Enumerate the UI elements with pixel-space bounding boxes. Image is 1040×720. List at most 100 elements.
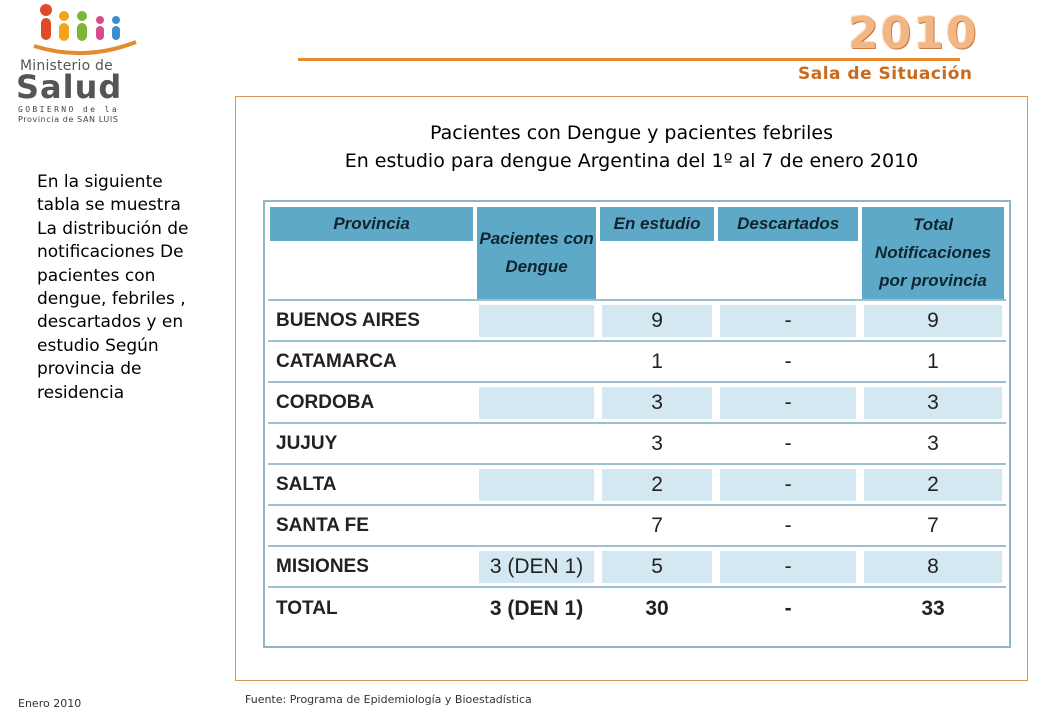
cell-value: 7 xyxy=(927,513,939,537)
table-row: SANTA FE 7 - 7 xyxy=(268,504,1006,545)
value-cell: 30 xyxy=(597,586,717,630)
footer-date: Enero 2010 xyxy=(18,697,82,710)
province-cell: SALTA xyxy=(268,463,476,504)
value-cell: - xyxy=(716,504,861,545)
value-cell: 7 xyxy=(860,504,1006,545)
cell-value: 3 (DEN 1) xyxy=(479,550,594,583)
cell-value: - xyxy=(720,386,857,419)
cell-value xyxy=(479,468,594,501)
cell-value: 3 xyxy=(651,431,663,455)
cell-value: 9 xyxy=(601,304,713,337)
cell-value: 8 xyxy=(864,550,1002,583)
ministerio-logo: Ministerio de Salud GOBIERNO de la Provi… xyxy=(8,2,158,124)
cell-value xyxy=(479,346,594,378)
value-cell: 3 xyxy=(597,381,717,422)
value-cell: 7 xyxy=(597,504,717,545)
cell-value: 1 xyxy=(651,349,663,373)
value-cell: 3 xyxy=(860,381,1006,422)
province-cell: MISIONES xyxy=(268,545,476,586)
people-emblem-icon xyxy=(33,4,137,56)
footer-source: Fuente: Programa de Epidemiología y Bioe… xyxy=(245,693,532,706)
value-cell: 33 xyxy=(860,586,1006,630)
table-row: SALTA 2-2 xyxy=(268,463,1006,504)
header-descartados: Descartados xyxy=(716,205,860,299)
table-row: MISIONES 3 (DEN 1) 5-8 xyxy=(268,545,1006,586)
cell-value: 30 xyxy=(645,597,669,620)
cell-value: - xyxy=(784,431,792,455)
table-row: CATAMARCA 1 - 1 xyxy=(268,340,1006,381)
header-total: Total Notificaciones por provincia xyxy=(860,205,1006,299)
value-cell xyxy=(475,463,598,504)
value-cell: 9 xyxy=(597,299,717,340)
title-line-1: Pacientes con Dengue y pacientes febrile… xyxy=(429,122,834,144)
value-cell: - xyxy=(716,299,861,340)
cell-value xyxy=(479,510,594,542)
value-cell: 3 (DEN 1) xyxy=(475,545,598,586)
value-cell: 3 xyxy=(597,422,717,463)
value-cell: - xyxy=(716,463,861,504)
header-pacientes-dengue: Pacientes con Dengue xyxy=(475,205,598,299)
value-cell xyxy=(475,381,598,422)
value-cell: 1 xyxy=(597,340,717,381)
header-en-estudio: En estudio xyxy=(598,205,716,299)
province-cell: CATAMARCA xyxy=(268,340,476,381)
table-row: BUENOS AIRES 9-9 xyxy=(268,299,1006,340)
cell-value: 5 xyxy=(601,550,713,583)
sala-de-situacion-label: Sala de Situación xyxy=(798,64,973,84)
title-line-2: En estudio para dengue Argentina del 1º … xyxy=(344,150,919,172)
dengue-table: Provincia Pacientes con Dengue En estudi… xyxy=(268,205,1006,630)
cell-value: - xyxy=(720,550,857,583)
cell-value: 2 xyxy=(601,468,713,501)
cell-value xyxy=(479,428,594,460)
cell-value: 3 xyxy=(864,386,1002,419)
header-provincia: Provincia xyxy=(268,205,475,299)
cell-value: 2 xyxy=(864,468,1002,501)
header-divider xyxy=(298,58,960,61)
value-cell: - xyxy=(716,545,861,586)
content-frame: Pacientes con Dengue y pacientes febrile… xyxy=(235,96,1028,681)
cell-value xyxy=(479,304,594,337)
value-cell: 9 xyxy=(860,299,1006,340)
cell-value: 7 xyxy=(651,513,663,537)
cell-value: 9 xyxy=(864,304,1002,337)
value-cell: 2 xyxy=(860,463,1006,504)
cell-value: - xyxy=(784,349,792,373)
value-cell xyxy=(475,299,598,340)
province-cell: TOTAL xyxy=(268,586,476,630)
province-cell: SANTA FE xyxy=(268,504,476,545)
province-cell: JUJUY xyxy=(268,422,476,463)
table-total-row: TOTAL 3 (DEN 1) 30 - 33 xyxy=(268,586,1006,630)
value-cell: 5 xyxy=(597,545,717,586)
province-cell: CORDOBA xyxy=(268,381,476,422)
table-row: CORDOBA 3-3 xyxy=(268,381,1006,422)
value-cell: - xyxy=(716,340,861,381)
side-description: En la siguiente tabla se muestra La dist… xyxy=(37,172,189,403)
value-cell: - xyxy=(716,422,861,463)
cell-value: 3 (DEN 1) xyxy=(489,597,584,620)
cell-value: - xyxy=(784,597,792,620)
logo-provincia-text: Provincia de SAN LUIS xyxy=(18,115,119,124)
value-cell: 8 xyxy=(860,545,1006,586)
value-cell: 3 xyxy=(860,422,1006,463)
dengue-table-container: Provincia Pacientes con Dengue En estudi… xyxy=(263,200,1011,648)
cell-value: - xyxy=(784,513,792,537)
logo-gobierno-text: GOBIERNO de la xyxy=(18,105,120,114)
logo-ministerio-text: Ministerio de xyxy=(20,58,113,74)
value-cell: - xyxy=(716,586,861,630)
province-cell: BUENOS AIRES xyxy=(268,299,476,340)
cell-value: - xyxy=(720,468,857,501)
value-cell: 1 xyxy=(860,340,1006,381)
slide-title: Pacientes con Dengue y pacientes febrile… xyxy=(236,119,1027,175)
cell-value: 3 xyxy=(927,431,939,455)
year-badge: 2010 xyxy=(848,8,979,59)
table-header-row: Provincia Pacientes con Dengue En estudi… xyxy=(268,205,1006,299)
value-cell xyxy=(475,340,598,381)
cell-value: 1 xyxy=(927,349,939,373)
value-cell xyxy=(475,504,598,545)
value-cell xyxy=(475,422,598,463)
value-cell: - xyxy=(716,381,861,422)
cell-value: 3 xyxy=(601,386,713,419)
cell-value xyxy=(479,386,594,419)
cell-value: - xyxy=(720,304,857,337)
value-cell: 3 (DEN 1) xyxy=(475,586,598,630)
